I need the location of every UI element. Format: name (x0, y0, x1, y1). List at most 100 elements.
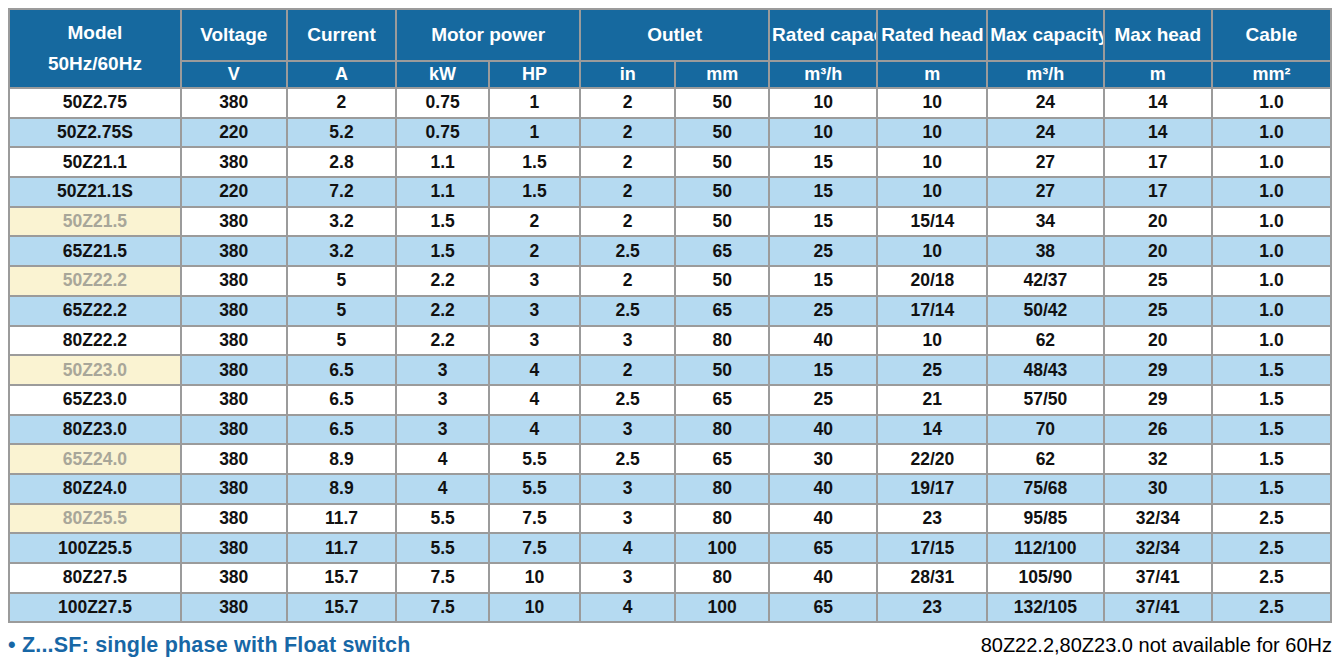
value-cell: 5.5 (489, 474, 580, 504)
value-cell: 2.2 (396, 296, 489, 326)
value-cell: 26 (1104, 415, 1212, 445)
value-cell: 6.5 (287, 355, 397, 385)
value-cell: 80 (675, 415, 769, 445)
value-cell: 380 (181, 474, 287, 504)
value-cell: 1.5 (396, 236, 489, 266)
unit-power-kw: kW (396, 61, 489, 88)
unit-outlet-mm: mm (675, 61, 769, 88)
unit-current: A (287, 61, 397, 88)
value-cell: 15.7 (287, 593, 397, 623)
value-cell: 65 (769, 533, 877, 563)
value-cell: 3 (396, 385, 489, 415)
value-cell: 8.9 (287, 444, 397, 474)
value-cell: 1 (489, 88, 580, 118)
value-cell: 50/42 (987, 296, 1103, 326)
value-cell: 27 (987, 177, 1103, 207)
table-row: 65Z22.238052.232.5652517/1450/42251.0 (9, 296, 1331, 326)
value-cell: 62 (987, 326, 1103, 356)
value-cell: 5.5 (396, 533, 489, 563)
value-cell: 95/85 (987, 504, 1103, 534)
value-cell: 30 (769, 444, 877, 474)
header-unit-row: V A kW HP in mm m³/h m m³/h m mm² (9, 61, 1331, 88)
value-cell: 2.8 (287, 147, 397, 177)
value-cell: 20 (1104, 236, 1212, 266)
value-cell: 380 (181, 266, 287, 296)
value-cell: 17/15 (877, 533, 987, 563)
model-cell: 65Z24.0 (9, 444, 181, 474)
model-cell: 80Z25.5 (9, 504, 181, 534)
table-row: 80Z24.03808.945.53804019/1775/68301.5 (9, 474, 1331, 504)
value-cell: 3 (489, 326, 580, 356)
header-max-head: Max head (1104, 9, 1212, 61)
value-cell: 32/34 (1104, 533, 1212, 563)
value-cell: 50 (675, 207, 769, 237)
unit-max-capacity: m³/h (987, 61, 1103, 88)
value-cell: 5 (287, 266, 397, 296)
value-cell: 2.5 (1212, 504, 1331, 534)
header-model-frequency: 50Hz/60Hz (12, 53, 178, 75)
value-cell: 48/43 (987, 355, 1103, 385)
value-cell: 19/17 (877, 474, 987, 504)
value-cell: 40 (769, 474, 877, 504)
value-cell: 1.5 (1212, 415, 1331, 445)
value-cell: 1.0 (1212, 326, 1331, 356)
value-cell: 1.0 (1212, 118, 1331, 148)
value-cell: 34 (987, 207, 1103, 237)
value-cell: 1.1 (396, 147, 489, 177)
value-cell: 3 (580, 326, 675, 356)
value-cell: 40 (769, 563, 877, 593)
pump-spec-table: Model 50Hz/60Hz Voltage Current Motor po… (8, 8, 1332, 623)
float-switch-note: • Z...SF: single phase with Float switch (8, 633, 411, 658)
value-cell: 2 (580, 207, 675, 237)
value-cell: 15 (769, 266, 877, 296)
value-cell: 25 (769, 385, 877, 415)
value-cell: 20 (1104, 207, 1212, 237)
value-cell: 10 (877, 88, 987, 118)
value-cell: 7.5 (489, 533, 580, 563)
table-header: Model 50Hz/60Hz Voltage Current Motor po… (9, 9, 1331, 88)
value-cell: 1.0 (1212, 207, 1331, 237)
value-cell: 65 (675, 385, 769, 415)
value-cell: 10 (877, 236, 987, 266)
value-cell: 1.1 (396, 177, 489, 207)
value-cell: 80 (675, 563, 769, 593)
value-cell: 380 (181, 326, 287, 356)
header-cable: Cable (1212, 9, 1331, 61)
table-body: 50Z2.7538020.751250101024141.050Z2.75S22… (9, 88, 1331, 622)
value-cell: 65 (675, 296, 769, 326)
value-cell: 5.5 (489, 444, 580, 474)
value-cell: 100 (675, 533, 769, 563)
value-cell: 4 (580, 533, 675, 563)
header-voltage: Voltage (181, 9, 287, 61)
value-cell: 10 (877, 177, 987, 207)
value-cell: 1.0 (1212, 266, 1331, 296)
value-cell: 3 (489, 266, 580, 296)
value-cell: 2 (580, 147, 675, 177)
value-cell: 3 (580, 563, 675, 593)
header-motor-power: Motor power (396, 9, 580, 61)
table-row: 80Z22.238052.23380401062201.0 (9, 326, 1331, 356)
value-cell: 15.7 (287, 563, 397, 593)
value-cell: 57/50 (987, 385, 1103, 415)
value-cell: 22/20 (877, 444, 987, 474)
value-cell: 29 (1104, 355, 1212, 385)
value-cell: 3 (580, 474, 675, 504)
value-cell: 2 (580, 177, 675, 207)
model-cell: 50Z2.75 (9, 88, 181, 118)
value-cell: 30 (1104, 474, 1212, 504)
value-cell: 220 (181, 118, 287, 148)
value-cell: 3.2 (287, 207, 397, 237)
unit-rated-head: m (877, 61, 987, 88)
value-cell: 3 (396, 355, 489, 385)
value-cell: 11.7 (287, 533, 397, 563)
value-cell: 2.5 (580, 444, 675, 474)
value-cell: 32 (1104, 444, 1212, 474)
value-cell: 1.5 (489, 177, 580, 207)
value-cell: 7.5 (396, 593, 489, 623)
model-cell: 65Z23.0 (9, 385, 181, 415)
value-cell: 10 (489, 563, 580, 593)
value-cell: 14 (1104, 118, 1212, 148)
value-cell: 132/105 (987, 593, 1103, 623)
value-cell: 5 (287, 326, 397, 356)
value-cell: 50 (675, 355, 769, 385)
